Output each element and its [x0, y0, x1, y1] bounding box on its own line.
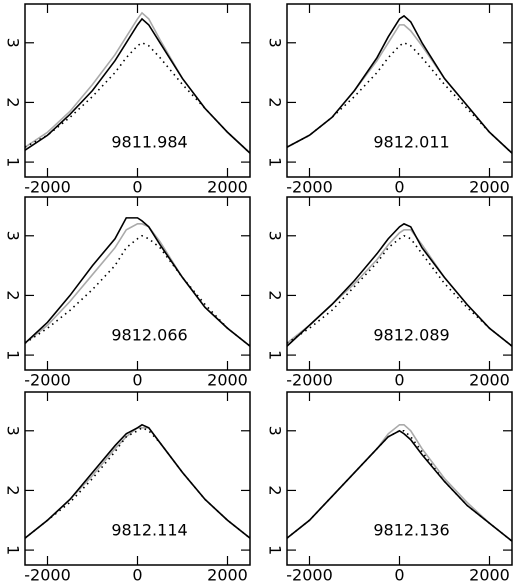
series-line: [287, 234, 512, 347]
panel-title: 9812.136: [373, 521, 449, 540]
panel-title: 9812.089: [373, 326, 449, 345]
y-tick-label: 3: [4, 426, 23, 436]
y-tick-label: 3: [266, 38, 285, 48]
y-tick-label: 1: [4, 545, 23, 555]
y-tick-label: 3: [266, 231, 285, 241]
x-tick-label: 2000: [207, 566, 248, 585]
x-tick-label: 2000: [469, 371, 510, 390]
x-tick-label: 0: [132, 178, 142, 197]
panel-title: 9812.114: [111, 521, 187, 540]
y-tick-label: 2: [4, 485, 23, 495]
y-tick-label: 3: [4, 38, 23, 48]
panel-title: 9811.984: [111, 133, 187, 152]
series-line: [25, 41, 250, 154]
x-tick-label: 2000: [469, 178, 510, 197]
panel-title: 9812.066: [111, 326, 187, 345]
y-tick-label: 2: [266, 290, 285, 300]
x-tick-label: -2000: [286, 371, 333, 390]
panel-title: 9812.011: [373, 133, 449, 152]
y-tick-label: 1: [4, 157, 23, 167]
x-tick-label: 0: [394, 566, 404, 585]
x-tick-label: -2000: [286, 566, 333, 585]
series-line: [25, 217, 250, 347]
x-tick-label: -2000: [24, 178, 71, 197]
x-tick-label: 0: [394, 371, 404, 390]
x-tick-label: 2000: [207, 371, 248, 390]
x-tick-label: -2000: [24, 566, 71, 585]
y-tick-label: 2: [4, 290, 23, 300]
series-line: [287, 429, 512, 542]
y-tick-label: 1: [266, 350, 285, 360]
series-line: [287, 41, 512, 154]
x-tick-label: -2000: [286, 178, 333, 197]
series-line: [25, 423, 250, 539]
y-tick-label: 2: [266, 97, 285, 107]
x-tick-label: -2000: [24, 371, 71, 390]
series-line: [287, 14, 512, 154]
series-line: [25, 17, 250, 154]
series-line: [287, 222, 512, 347]
y-tick-label: 2: [266, 485, 285, 495]
series-line: [25, 234, 250, 347]
y-tick-label: 1: [4, 350, 23, 360]
x-tick-label: 2000: [207, 178, 248, 197]
x-tick-label: 0: [132, 371, 142, 390]
y-tick-label: 3: [266, 426, 285, 436]
y-tick-label: 2: [4, 97, 23, 107]
x-tick-label: 0: [394, 178, 404, 197]
x-tick-label: 0: [132, 566, 142, 585]
y-tick-label: 1: [266, 157, 285, 167]
y-tick-label: 3: [4, 231, 23, 241]
x-tick-label: 2000: [469, 566, 510, 585]
y-tick-label: 1: [266, 545, 285, 555]
